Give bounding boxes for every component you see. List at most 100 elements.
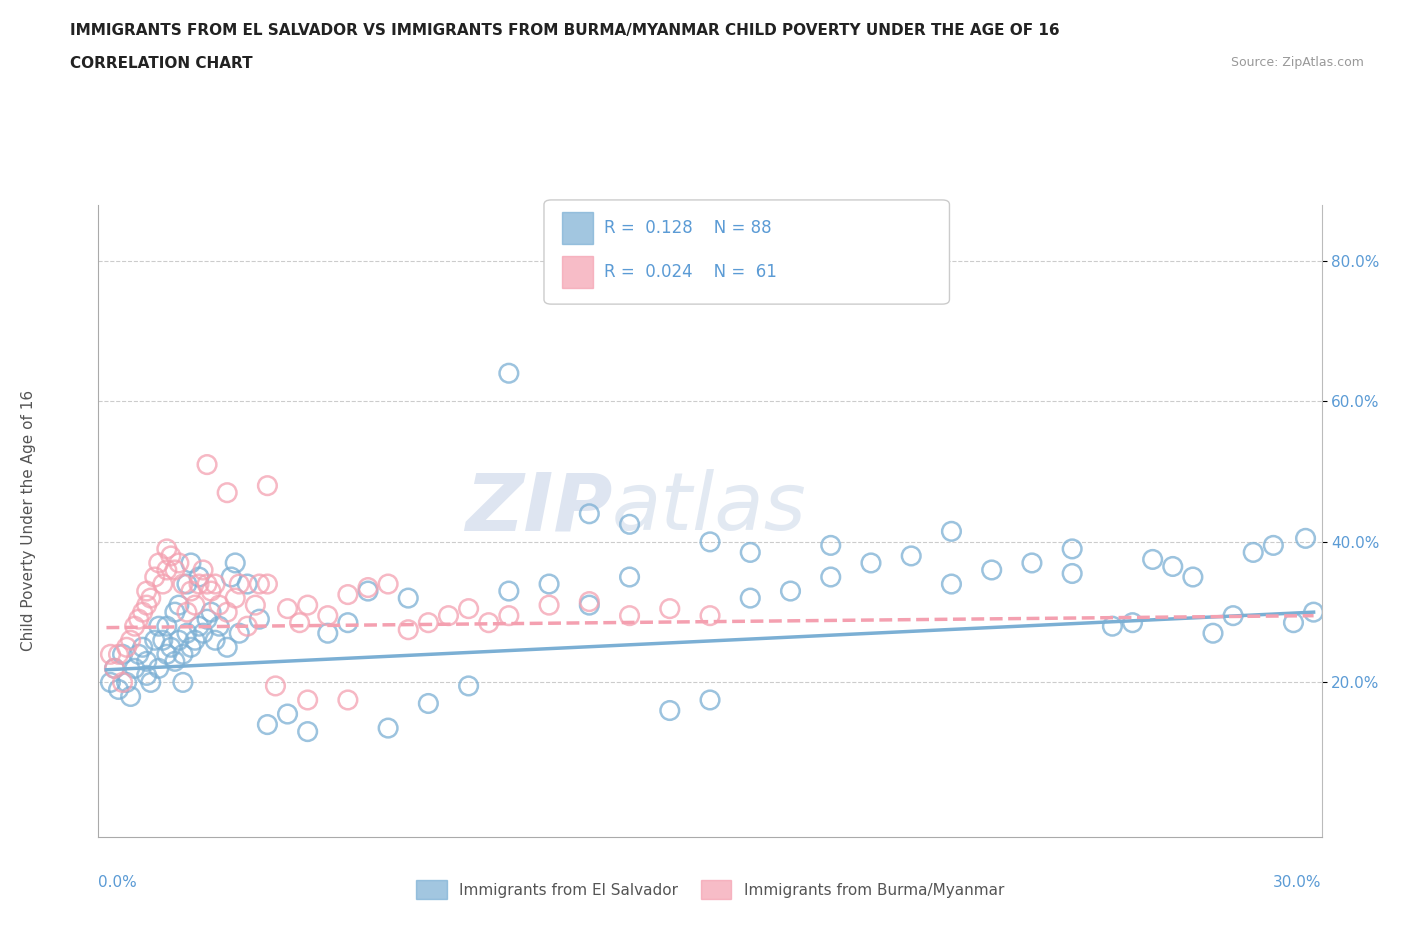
Point [131, 640, 153, 655]
Point [204, 632, 226, 647]
Point [336, 587, 359, 602]
Point [167, 598, 190, 613]
Point [740, 545, 762, 560]
Point [115, 675, 138, 690]
Text: ZIP: ZIP [465, 469, 612, 547]
Point [208, 618, 231, 633]
Point [277, 707, 299, 722]
Point [128, 647, 150, 662]
Text: 0.0%: 0.0% [98, 875, 138, 890]
Point [256, 577, 278, 591]
Point [135, 668, 157, 683]
Point [1302, 604, 1324, 619]
Point [148, 661, 170, 676]
Point [578, 594, 600, 609]
Point [941, 524, 963, 538]
Point [236, 577, 259, 591]
Point [228, 626, 250, 641]
Point [779, 584, 801, 599]
Point [396, 622, 419, 637]
Point [357, 580, 380, 595]
Point [1021, 555, 1043, 570]
Point [498, 584, 520, 599]
Point [820, 569, 842, 584]
Point [139, 675, 162, 690]
Point [103, 661, 125, 676]
Point [176, 626, 198, 641]
Point [148, 618, 170, 633]
Point [619, 569, 641, 584]
Point [167, 555, 190, 570]
Point [191, 563, 214, 578]
Point [184, 632, 207, 647]
Point [124, 661, 146, 676]
Point [1101, 618, 1123, 633]
Point [228, 577, 250, 591]
Point [236, 618, 259, 633]
Point [188, 618, 211, 633]
Point [167, 632, 190, 647]
Point [1142, 552, 1164, 567]
Point [498, 365, 520, 380]
Point [111, 675, 134, 690]
Point [288, 616, 311, 631]
Point [336, 693, 359, 708]
Point [941, 577, 963, 591]
Point [224, 555, 246, 570]
Point [128, 612, 150, 627]
Point [120, 689, 142, 704]
Point [900, 549, 922, 564]
Point [107, 682, 129, 697]
Point [176, 604, 198, 619]
Point [1161, 559, 1184, 574]
Point [131, 604, 153, 619]
Point [256, 478, 278, 493]
Point [437, 608, 460, 623]
Point [377, 577, 399, 591]
Point [111, 647, 134, 662]
Point [107, 647, 129, 662]
Text: 30.0%: 30.0% [1274, 875, 1322, 890]
Point [578, 506, 600, 521]
Point [172, 577, 194, 591]
Point [1241, 545, 1264, 560]
Point [200, 604, 222, 619]
Point [859, 555, 882, 570]
Point [200, 584, 222, 599]
Point [100, 675, 122, 690]
Point [357, 584, 380, 599]
Point [188, 577, 211, 591]
Point [245, 598, 267, 613]
Point [156, 618, 179, 633]
Point [188, 569, 211, 584]
Point [247, 612, 270, 627]
Text: R =  0.128    N = 88: R = 0.128 N = 88 [605, 219, 772, 237]
Point [418, 616, 440, 631]
Point [195, 577, 218, 591]
Point [163, 563, 186, 578]
Point [1263, 538, 1285, 552]
Point [163, 604, 186, 619]
Legend: Immigrants from El Salvador, Immigrants from Burma/Myanmar: Immigrants from El Salvador, Immigrants … [411, 874, 1010, 905]
Point [152, 632, 174, 647]
Point [820, 538, 842, 552]
Point [180, 584, 202, 599]
Point [457, 679, 479, 694]
Point [264, 679, 287, 694]
Point [139, 591, 162, 605]
Point [256, 717, 278, 732]
Point [172, 675, 194, 690]
Point [1121, 616, 1143, 631]
Point [297, 724, 319, 739]
Point [160, 640, 183, 655]
Point [658, 703, 681, 718]
Point [538, 577, 561, 591]
Point [135, 584, 157, 599]
Point [180, 555, 202, 570]
Text: R =  0.024    N =  61: R = 0.024 N = 61 [605, 263, 778, 281]
Point [217, 640, 239, 655]
Point [115, 640, 138, 655]
Point [1062, 541, 1084, 556]
Point [699, 608, 721, 623]
Point [195, 612, 218, 627]
